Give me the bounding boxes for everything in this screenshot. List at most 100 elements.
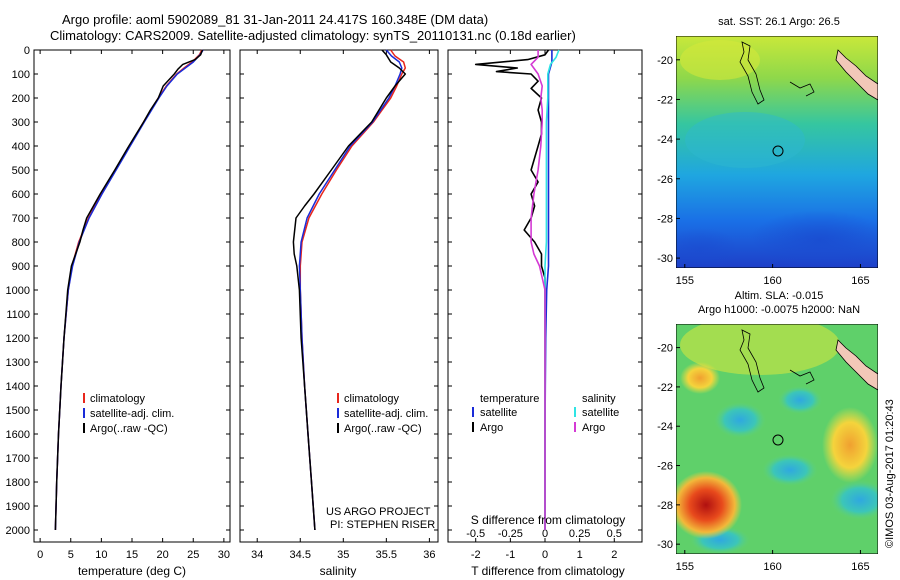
series-line-t-argo: [474, 49, 550, 530]
sla-warm-east: [822, 407, 878, 483]
series-line-satellite-adj-clim-: [54, 49, 204, 531]
x-tick-label: 30: [218, 549, 230, 561]
temperature-panel-frame: [33, 49, 231, 543]
sla-cool-4: [830, 480, 878, 520]
legend-climatology-label: climatology: [344, 393, 400, 405]
x-tick-label: -2: [471, 549, 481, 561]
x-top-tick-label: 0: [542, 528, 548, 540]
series-line-satellite-adj-clim-: [298, 49, 403, 531]
y-tick-label: 600: [12, 189, 30, 201]
x-tick-label: 0: [37, 549, 43, 561]
sst-deep-patch: [750, 210, 878, 268]
legend-satellite-label: satellite-adj. clim.: [344, 408, 428, 420]
chart-title-line1: Argo profile: aoml 5902089_81 31-Jan-201…: [62, 12, 489, 27]
sst-map-title: sat. SST: 26.1 Argo: 26.5: [718, 16, 840, 28]
map-x-tick-label: 165: [851, 275, 869, 287]
series-line-argo-raw-qc-: [54, 49, 204, 531]
map-y-tick-label: -20: [657, 343, 673, 355]
legend-argo-label: Argo(..raw -QC): [90, 423, 168, 435]
sst-deep-patch-2: [676, 228, 740, 268]
x-tick-label: 10: [95, 549, 107, 561]
temperature-axes: 0100200300400500600700800900100011001200…: [6, 45, 230, 561]
y-tick-label: 1500: [6, 405, 30, 417]
map-y-tick-label: -28: [657, 500, 673, 512]
y-tick-label: 500: [12, 165, 30, 177]
sst-warm-patch: [680, 40, 760, 80]
sla-coast-chesterfield: [739, 329, 765, 393]
x-tick-label: 15: [126, 549, 138, 561]
sst-cool-patch: [685, 112, 805, 168]
map-y-tick-label: -30: [657, 253, 673, 265]
map-x-tick-label: 165: [851, 561, 869, 573]
map-y-tick-label: -20: [657, 55, 673, 67]
series-line-climatology: [54, 49, 203, 531]
map-x-tick-label: 155: [676, 561, 694, 573]
sla-map-axes: 155 160 165 -20 -22 -24 -26 -28 -30: [657, 343, 870, 573]
map-y-tick-label: -26: [657, 461, 673, 473]
sla-map: [676, 324, 878, 554]
map-y-tick-label: -26: [657, 174, 673, 186]
difference-legend: temperature salinity satellite Argo sate…: [472, 393, 619, 434]
series-line-argo-raw-qc-: [292, 49, 407, 531]
difference-xlabel-top: S difference from climatology: [471, 513, 626, 527]
series-line-s-argo: [530, 50, 546, 530]
sla-profile-marker: [772, 434, 784, 446]
x-tick-label: 35: [337, 549, 349, 561]
x-top-tick-label: -0.5: [466, 528, 485, 540]
imos-watermark: ©IMOS 03-Aug-2017 01:20:43: [884, 399, 896, 548]
x-tick-label: -1: [505, 549, 515, 561]
x-tick-label: 25: [187, 549, 199, 561]
map-x-tick-label: 155: [676, 275, 694, 287]
y-tick-label: 200: [12, 93, 30, 105]
y-tick-label: 1100: [6, 309, 30, 321]
temperature-xlabel: temperature (deg C): [78, 564, 186, 578]
x-tick-label: 20: [157, 549, 169, 561]
y-tick-label: 400: [12, 141, 30, 153]
sla-cool-1: [714, 402, 766, 438]
y-tick-label: 2000: [6, 525, 30, 537]
x-tick-label: 36: [423, 549, 435, 561]
sla-cool-2: [778, 386, 822, 414]
pi-annotation-line2: PI: STEPHEN RISER: [330, 519, 435, 531]
sla-map-title-line2: Argo h1000: -0.0075 h2000: NaN: [697, 304, 861, 316]
pi-annotation-line1: US ARGO PROJECT: [326, 506, 431, 518]
sla-land-new-caledonia: [835, 339, 878, 391]
y-tick-label: 100: [12, 69, 30, 81]
map-x-tick-label: 160: [763, 561, 781, 573]
x-tick-label: 1: [577, 549, 583, 561]
sla-coast-reef: [789, 369, 815, 385]
y-tick-label: 1400: [6, 381, 30, 393]
y-tick-label: 800: [12, 237, 30, 249]
x-tick-label: 5: [68, 549, 74, 561]
series-line-climatology: [299, 49, 407, 531]
map-y-tick-label: -28: [657, 213, 673, 225]
salinity-legend: climatology satellite-adj. clim. Argo(..…: [337, 393, 428, 435]
sla-map-title-line1: Altim. SLA: -0.015: [734, 290, 824, 302]
sla-warm-sw: [676, 471, 742, 539]
temperature-legend: climatology satellite-adj. clim. Argo(..…: [83, 393, 174, 435]
x-tick-label: 34: [251, 549, 263, 561]
x-top-tick-label: 0.5: [607, 528, 622, 540]
legend-satellite-label: satellite-adj. clim.: [90, 408, 174, 420]
chart-title-line2: Climatology: CARS2009. Satellite-adjuste…: [50, 28, 576, 43]
map-y-tick-label: -22: [657, 94, 673, 106]
y-tick-label: 0: [24, 45, 30, 57]
legend-s-satellite-label: satellite: [582, 407, 619, 419]
legend-argo-label: Argo(..raw -QC): [344, 423, 422, 435]
y-tick-label: 900: [12, 261, 30, 273]
legend-t-satellite-label: satellite: [480, 407, 517, 419]
sst-map-axes: 155 160 165 -20 -22 -24 -26 -28 -30: [657, 55, 870, 287]
map-x-tick-label: 160: [763, 275, 781, 287]
y-tick-label: 1300: [6, 357, 30, 369]
y-tick-label: 1900: [6, 501, 30, 513]
map-y-tick-label: -24: [657, 134, 673, 146]
sla-cool-3: [762, 454, 818, 486]
y-tick-label: 700: [12, 213, 30, 225]
salinity-axes: 34 34.5 35 35.5 36: [240, 49, 438, 561]
legend-title-salinity: salinity: [582, 393, 616, 405]
legend-s-argo-label: Argo: [582, 422, 605, 434]
difference-xlabel: T difference from climatology: [471, 564, 625, 578]
legend-climatology-label: climatology: [90, 393, 146, 405]
legend-title-temperature: temperature: [480, 393, 539, 405]
map-y-tick-label: -30: [657, 539, 673, 551]
